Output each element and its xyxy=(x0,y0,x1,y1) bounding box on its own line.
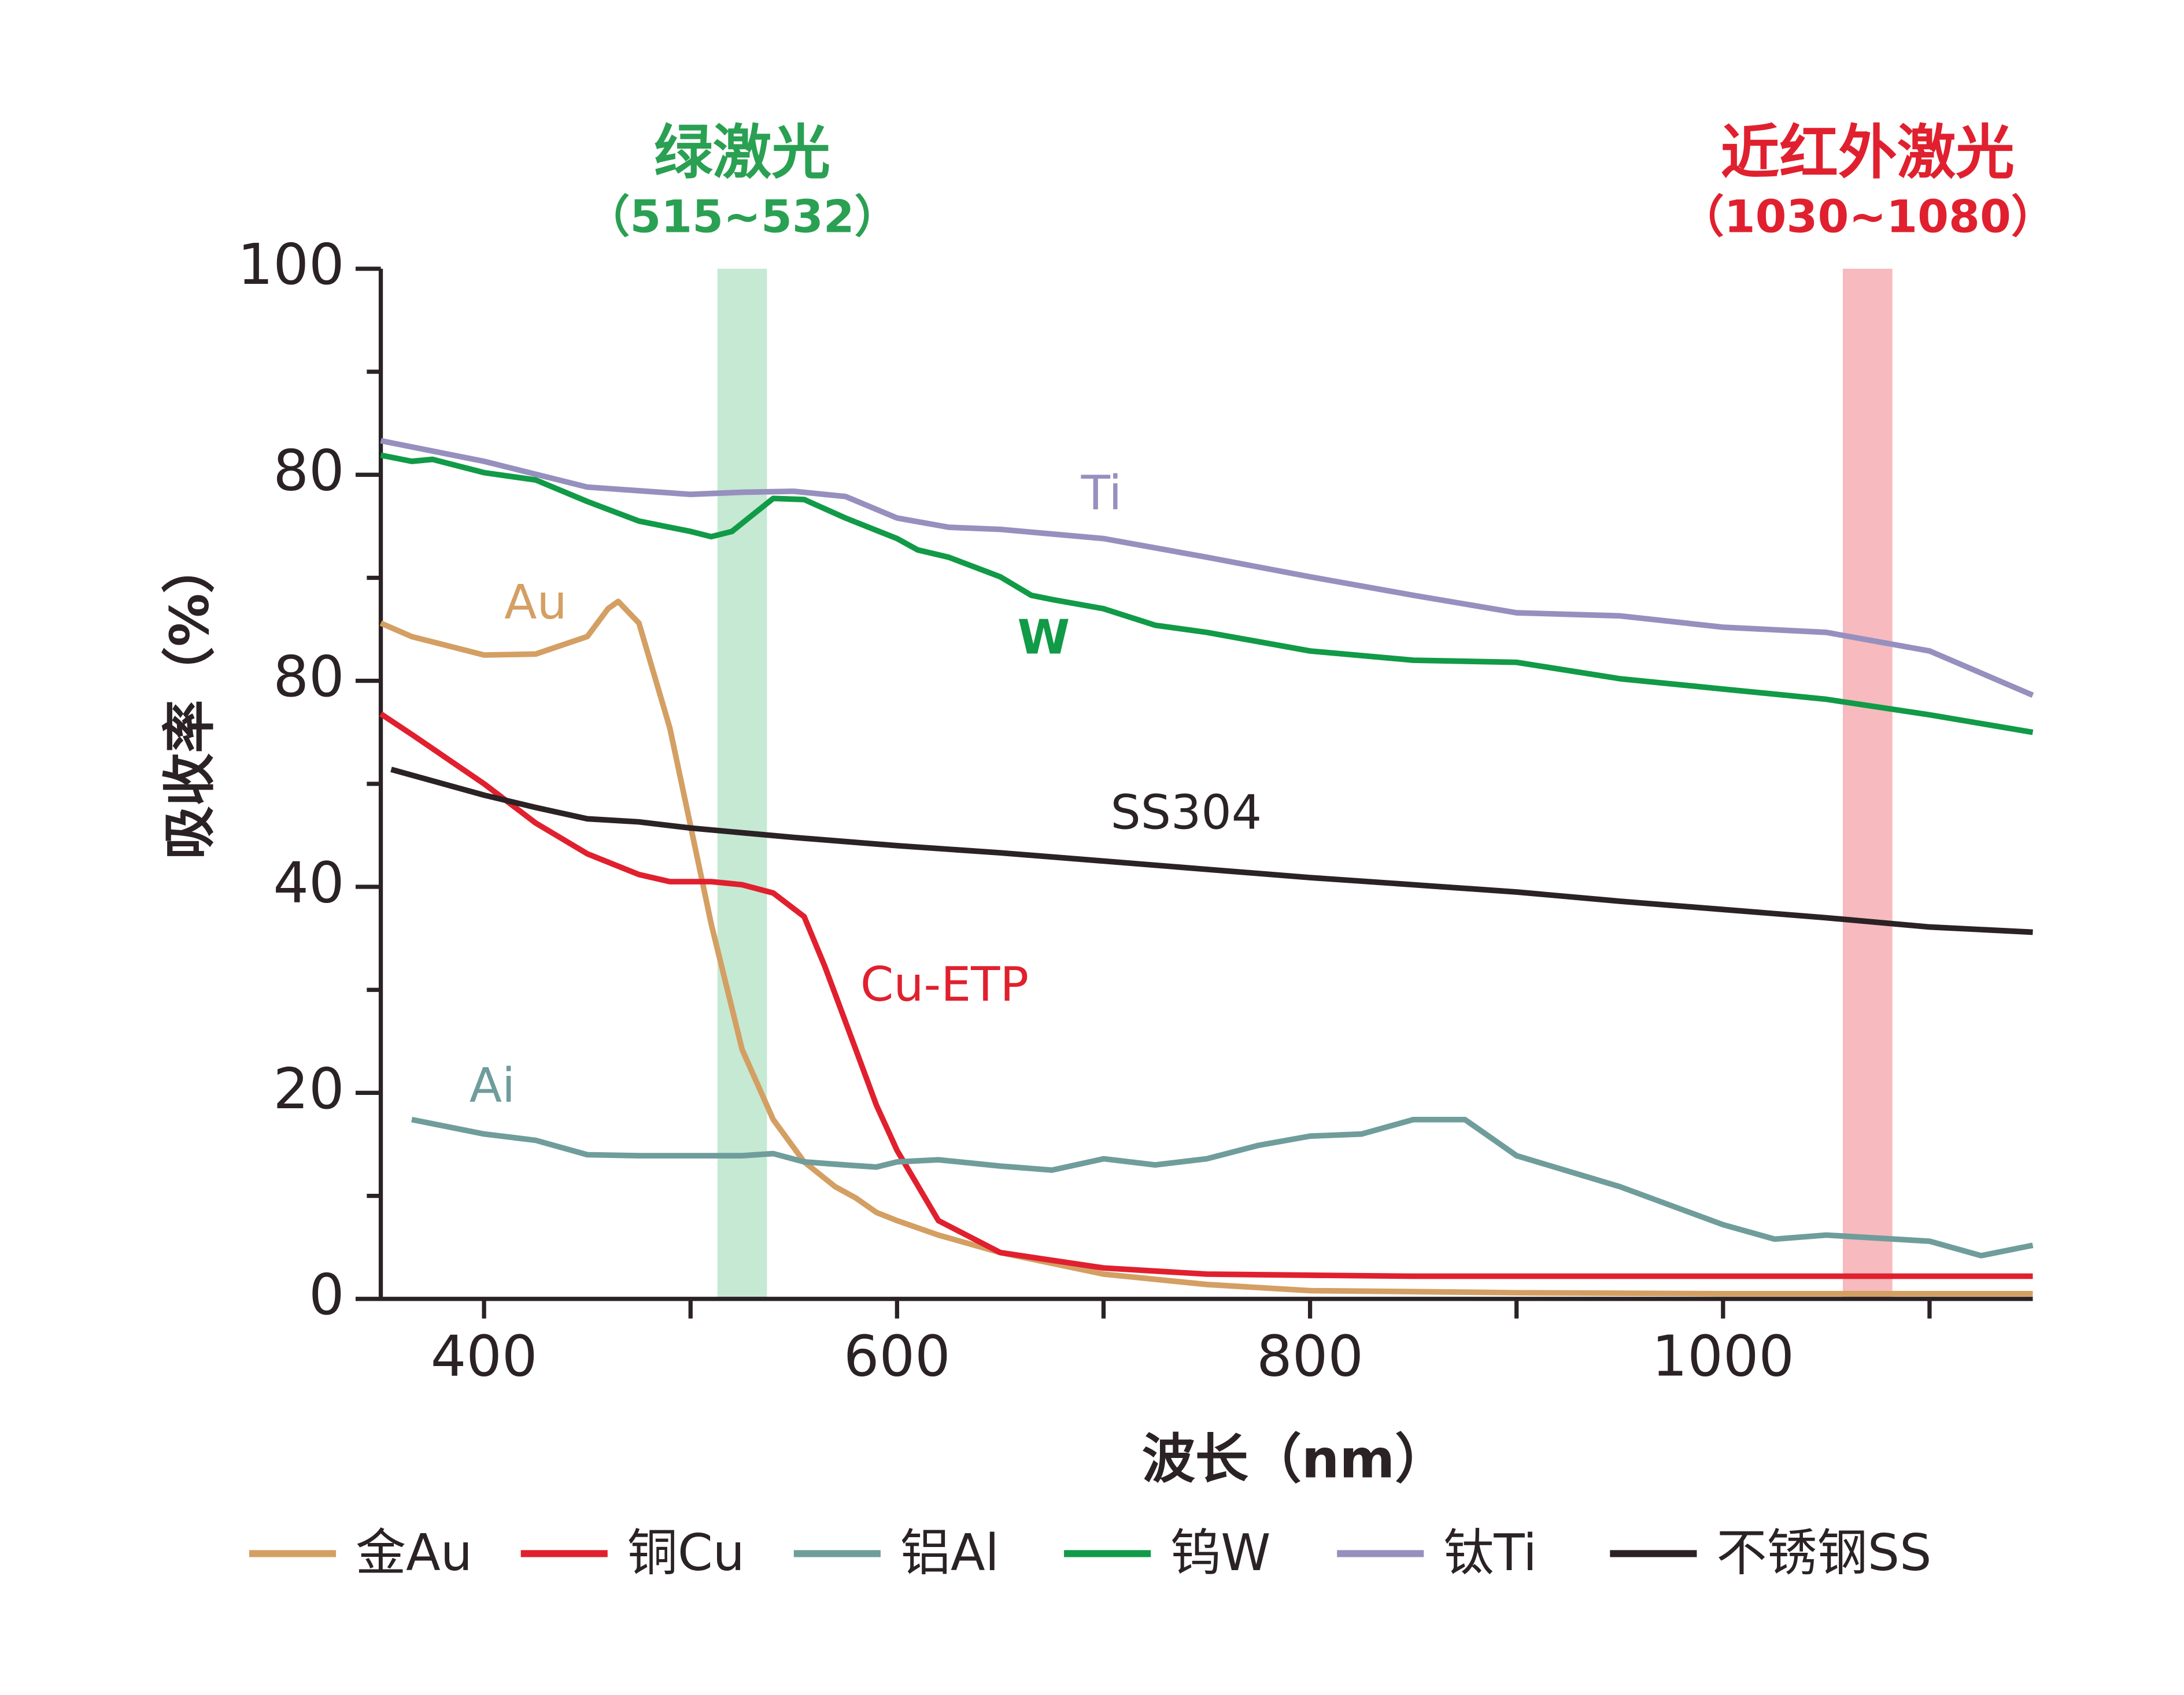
legend-label: 不锈钢SS xyxy=(1716,1523,1931,1582)
series-label: SS304 xyxy=(1111,786,1262,841)
band-range: （515~532） xyxy=(585,191,899,243)
y-tick-label: 80 xyxy=(273,644,344,709)
y-tick-label: 20 xyxy=(273,1056,344,1122)
series-label: Cu-ETP xyxy=(860,957,1029,1012)
series-label: Au xyxy=(504,575,567,630)
legend-label: 铜Cu xyxy=(627,1523,745,1582)
x-axis-title: 波长（nm） xyxy=(1142,1428,1448,1490)
series-line xyxy=(411,1116,2034,1259)
series-line xyxy=(379,711,2033,1279)
band-range: （1030~1080） xyxy=(1679,191,2056,243)
series-line xyxy=(379,598,2033,1297)
series-label: Ti xyxy=(1081,466,1122,521)
y-tick-label: 40 xyxy=(273,850,344,915)
series-label: W xyxy=(1018,610,1070,665)
y-tick-label: 0 xyxy=(309,1262,345,1327)
x-tick-label: 1000 xyxy=(1652,1324,1794,1389)
legend-label: 铝Al xyxy=(900,1523,999,1582)
series-line xyxy=(380,452,2034,735)
y-tick-label: 100 xyxy=(238,232,345,297)
x-tick-label: 800 xyxy=(1257,1324,1363,1389)
band-title: 绿激光 xyxy=(654,119,830,187)
legend-label: 金Au xyxy=(356,1523,472,1582)
x-tick-label: 600 xyxy=(844,1324,951,1389)
series-label: Ai xyxy=(470,1059,515,1113)
y-axis-title: 吸收率（%） xyxy=(159,540,221,859)
band-title: 近红外激光 xyxy=(1721,119,2015,187)
series-line xyxy=(380,438,2034,698)
series-line xyxy=(390,767,2033,935)
laser-band xyxy=(1842,268,1893,1299)
y-tick-label: 80 xyxy=(273,438,344,504)
x-tick-label: 400 xyxy=(431,1324,538,1389)
legend-label: 钛Ti xyxy=(1443,1523,1537,1582)
laser-band xyxy=(717,268,767,1299)
legend-label: 钨W xyxy=(1170,1523,1270,1582)
